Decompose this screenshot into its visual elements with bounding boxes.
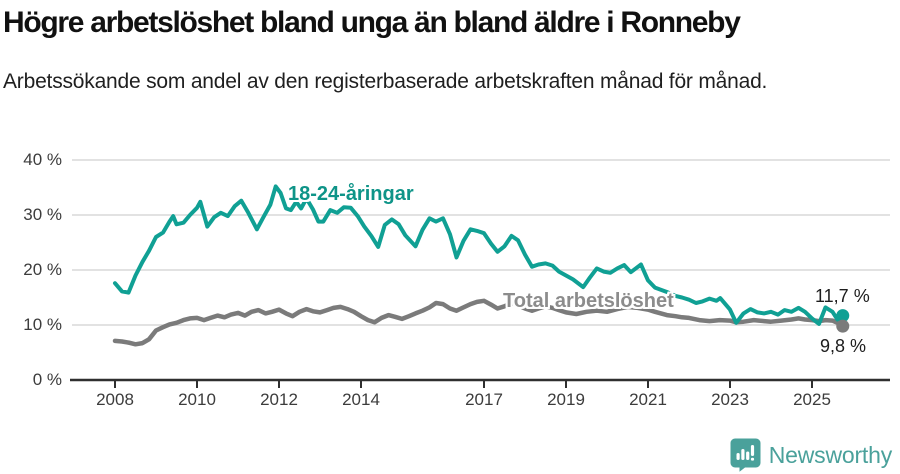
newsworthy-logo[interactable]: Newsworthy xyxy=(730,438,892,472)
young-series-end-dot xyxy=(836,309,850,323)
chart-subtitle: Arbetssökande som andel av den registerb… xyxy=(3,70,768,93)
x-axis-ticks xyxy=(114,380,813,388)
x-tick-label: 2010 xyxy=(178,390,216,409)
x-tick-label: 2025 xyxy=(793,390,831,409)
page-title: Högre arbetslöshet bland unga än bland ä… xyxy=(3,6,741,39)
y-tick-label: 10 % xyxy=(23,315,62,334)
exclamation-dot xyxy=(750,457,754,461)
total-series-end-dot xyxy=(836,319,850,333)
x-tick-label: 2008 xyxy=(96,390,134,409)
bar-3 xyxy=(745,451,750,460)
x-tick-label: 2017 xyxy=(465,390,503,409)
x-tick-label: 2021 xyxy=(629,390,667,409)
x-tick-label: 2012 xyxy=(260,390,298,409)
gridlines xyxy=(72,159,890,326)
y-tick-label: 20 % xyxy=(23,260,62,279)
young-series-line xyxy=(113,184,845,326)
speech-bubble-shape xyxy=(730,438,761,472)
y-tick-label: 0 % xyxy=(32,370,62,389)
total-series-label: Total arbetslöshet xyxy=(503,290,674,312)
x-tick-label: 2014 xyxy=(342,390,380,409)
bar-2 xyxy=(741,449,745,460)
total-end-value-annotation: 9,8 % xyxy=(820,336,867,356)
newsworthy-logo-icon xyxy=(730,438,761,472)
bar-1 xyxy=(736,453,740,460)
young-series-label: 18-24-åringar xyxy=(288,183,414,205)
y-tick-label: 40 % xyxy=(23,150,62,169)
young-end-value-annotation: 11,7 % xyxy=(815,286,870,306)
total-series-line xyxy=(112,298,846,347)
y-tick-label: 30 % xyxy=(23,205,62,224)
exclamation-bar xyxy=(750,445,754,456)
x-tick-label: 2019 xyxy=(547,390,585,409)
x-tick-label: 2023 xyxy=(711,390,749,409)
newsworthy-logo-text: Newsworthy xyxy=(768,441,892,468)
